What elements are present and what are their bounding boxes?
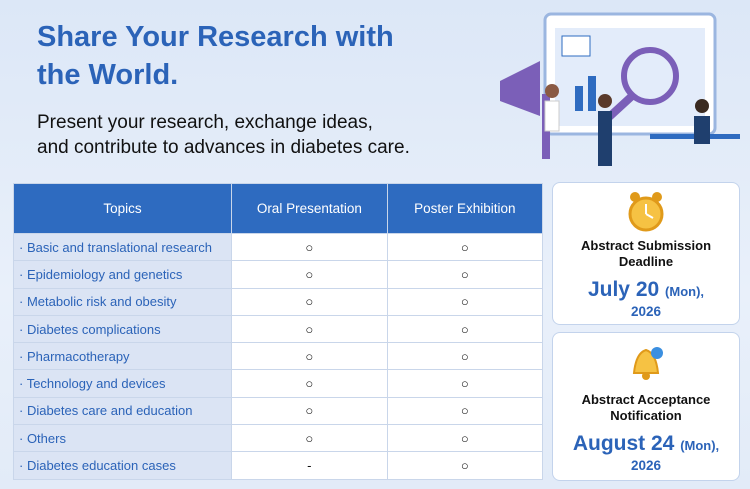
topic: · Diabetes care and education	[12, 396, 233, 426]
illustration	[500, 12, 740, 166]
availability: ○	[231, 287, 388, 316]
title-line: Share Your Research with	[37, 21, 394, 53]
column-header: Poster Exhibition	[386, 183, 544, 234]
availability: ○	[386, 260, 544, 289]
column-header: Oral Presentation	[231, 183, 388, 234]
availability: -	[231, 451, 388, 480]
subtitle-line: Present your research, exchange ideas,	[37, 112, 373, 133]
availability: ○	[386, 287, 544, 316]
availability: ○	[231, 424, 388, 453]
availability: ○	[231, 369, 388, 398]
subtitle: Present your research, exchange ideas, a…	[37, 110, 410, 160]
title: Share Your Research with the World.	[37, 18, 394, 94]
topic: · Others	[12, 424, 233, 453]
table-row: · Diabetes education cases - ○	[12, 451, 544, 480]
availability: ○	[231, 396, 388, 426]
clock-icon	[628, 192, 664, 232]
subtitle-line: and contribute to advances in diabetes c…	[37, 137, 410, 158]
card-year: 2026	[630, 304, 662, 319]
weekday: (Mon),	[680, 438, 720, 453]
availability: ○	[386, 314, 544, 344]
availability: ○	[386, 424, 544, 453]
availability: ○	[386, 342, 544, 371]
table-row: · Diabetes care and education ○ ○	[12, 396, 544, 426]
availability: ○	[386, 396, 544, 426]
topic: · Metabolic risk and obesity	[12, 287, 233, 316]
deadline-card: Abstract Acceptance Notification August …	[552, 332, 740, 481]
card-title: Abstract Acceptance Notification	[581, 392, 711, 423]
topic: · Diabetes complications	[12, 314, 233, 344]
table-row: · Others ○ ○	[12, 424, 544, 453]
topic: · Epidemiology and genetics	[12, 260, 233, 289]
date: August 24	[572, 432, 675, 455]
date: July 20	[587, 278, 660, 301]
topic: · Basic and translational research	[12, 232, 233, 262]
weekday: (Mon),	[665, 284, 705, 299]
availability: ○	[386, 451, 544, 480]
card-year: 2026	[630, 458, 662, 473]
card-date: July 20 (Mon),	[553, 278, 739, 302]
topics-table: Topics Oral Presentation Poster Exhibition…	[12, 183, 544, 480]
table-row: · Basic and translational research ○ ○	[12, 232, 544, 262]
bell-icon	[632, 347, 663, 380]
title-line: the World.	[37, 59, 179, 91]
table-row: · Diabetes complications ○ ○	[12, 314, 544, 344]
column-header: Topics	[12, 183, 233, 234]
availability: ○	[231, 314, 388, 344]
table-row: · Pharmacotherapy ○ ○	[12, 342, 544, 371]
availability: ○	[231, 232, 388, 262]
topic: · Diabetes education cases	[12, 451, 233, 480]
topic: · Technology and devices	[12, 369, 233, 398]
availability: ○	[231, 260, 388, 289]
topic: · Pharmacotherapy	[12, 342, 233, 371]
availability: ○	[386, 232, 544, 262]
card-date: August 24 (Mon),	[553, 432, 739, 456]
card-title: Abstract Submission Deadline	[580, 238, 712, 269]
table-row: · Metabolic risk and obesity ○ ○	[12, 287, 544, 316]
table-row: · Technology and devices ○ ○	[12, 369, 544, 398]
availability: ○	[386, 369, 544, 398]
availability: ○	[231, 342, 388, 371]
deadline-card: Abstract Submission Deadline July 20 (Mo…	[552, 182, 740, 325]
table-row: · Epidemiology and genetics ○ ○	[12, 260, 544, 289]
